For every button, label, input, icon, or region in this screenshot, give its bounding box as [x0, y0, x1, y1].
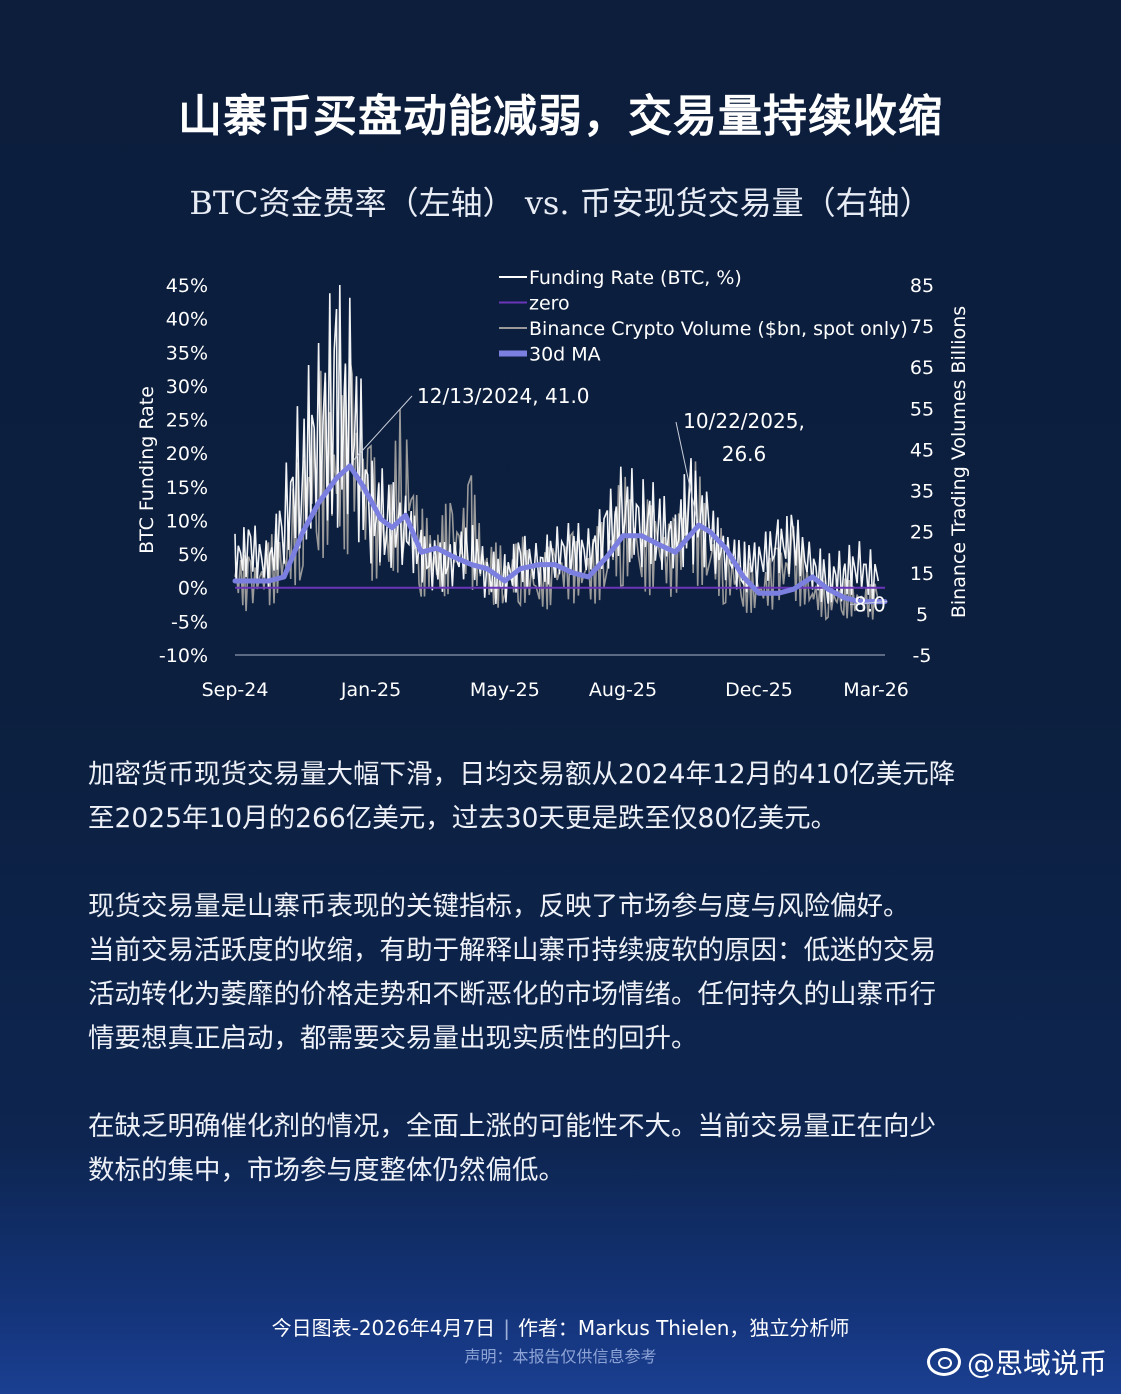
funding-rate-series-line — [234, 284, 880, 605]
y-left-tick-label: -10% — [159, 645, 208, 667]
y-right-tick-label: 75 — [910, 316, 934, 338]
x-tick-label: Jan-25 — [340, 679, 401, 701]
weibo-icon — [926, 1348, 961, 1376]
footer-disclaimer: 声明：本报告仅供信息参考 — [464, 1347, 657, 1366]
legend-label: zero — [529, 293, 570, 315]
y-right-tick-label: 15 — [910, 563, 934, 585]
y-right-tick-label: 55 — [910, 398, 934, 420]
y-right-tick-label: 25 — [910, 522, 934, 544]
y-right-tick-label: 35 — [910, 481, 934, 503]
x-tick-label: Mar-26 — [843, 679, 909, 701]
y-right-axis-title: Binance Trading Volumes Billions — [948, 306, 970, 618]
footer-separator: | — [503, 1316, 510, 1340]
annotation-label: 8.0 — [854, 593, 886, 617]
y-left-tick-label: 40% — [166, 309, 208, 331]
footer-author: 作者：Markus Thielen，独立分析师 — [517, 1316, 850, 1340]
legend-label: 30d MA — [529, 344, 601, 366]
annotation-label: 12/13/2024, 41.0 — [417, 384, 590, 408]
y-right-tick-label: 65 — [910, 357, 934, 379]
y-left-tick-label: 5% — [178, 544, 208, 566]
paragraph-1: 加密货币现货交易量大幅下滑，日均交易额从2024年12月的410亿美元降 至20… — [88, 759, 956, 834]
annotation-label: 10/22/2025, — [683, 409, 805, 433]
legend-label: Binance Crypto Volume ($bn, spot only) — [529, 318, 908, 340]
y-right-tick-label: 45 — [910, 439, 934, 461]
y-left-tick-label: 0% — [178, 578, 208, 600]
annotation-leader-line — [353, 395, 413, 461]
y-right-tick-label: 5 — [916, 604, 928, 626]
x-tick-label: Aug-25 — [589, 679, 657, 701]
annotation-label: 26.6 — [722, 442, 767, 466]
y-left-tick-label: 45% — [166, 275, 208, 297]
y-right-tick-label: -5 — [913, 645, 932, 667]
funding-volume-chart: 45% 40% 35% 30% 25% 20% 15% 10% 5% 0% -5% -10% 85 75 6… — [136, 267, 970, 701]
legend-label: Funding Rate (BTC, %) — [529, 267, 742, 289]
page-title: 山寨币买盘动能减弱，交易量持续收缩 — [178, 91, 943, 142]
paragraph-2: 现货交易量是山寨币表现的关键指标，反映了市场参与度与风险偏好。 当前交易活跃度的… — [88, 891, 936, 1054]
footer-credit: 今日图表-2026年4月7日 | 作者：Markus Thielen，独立分析师 — [0, 1312, 1121, 1341]
y-right-tick-label: 85 — [910, 275, 934, 297]
y-left-tick-label: 35% — [166, 342, 208, 364]
x-tick-label: May-25 — [470, 679, 540, 701]
paragraph-3: 在缺乏明确催化剂的情况，全面上涨的可能性不大。当前交易量正在向少 数标的集中，市… — [88, 1111, 936, 1186]
y-left-tick-label: 15% — [166, 477, 208, 499]
watermark-handle: @思域说币 — [966, 1347, 1107, 1380]
y-left-axis-title: BTC Funding Rate — [136, 386, 158, 554]
annotation-leader-line — [849, 601, 888, 606]
x-tick-label: Sep-24 — [202, 679, 269, 701]
weibo-watermark: @思域说币 — [926, 1342, 1107, 1382]
footer-date: 今日图表-2026年4月7日 — [271, 1316, 496, 1340]
x-tick-label: Dec-25 — [725, 679, 793, 701]
y-left-tick-label: 30% — [166, 376, 208, 398]
ma30-series-line — [232, 463, 888, 605]
y-left-tick-label: 25% — [166, 410, 208, 432]
y-left-tick-label: 10% — [166, 510, 208, 532]
chart-subtitle: BTC资金费率（左轴） vs. 币安现货交易量（右轴） — [189, 184, 932, 222]
y-left-tick-label: 20% — [166, 443, 208, 465]
annotation-leader-line — [675, 421, 698, 520]
y-left-tick-label: -5% — [171, 611, 208, 633]
